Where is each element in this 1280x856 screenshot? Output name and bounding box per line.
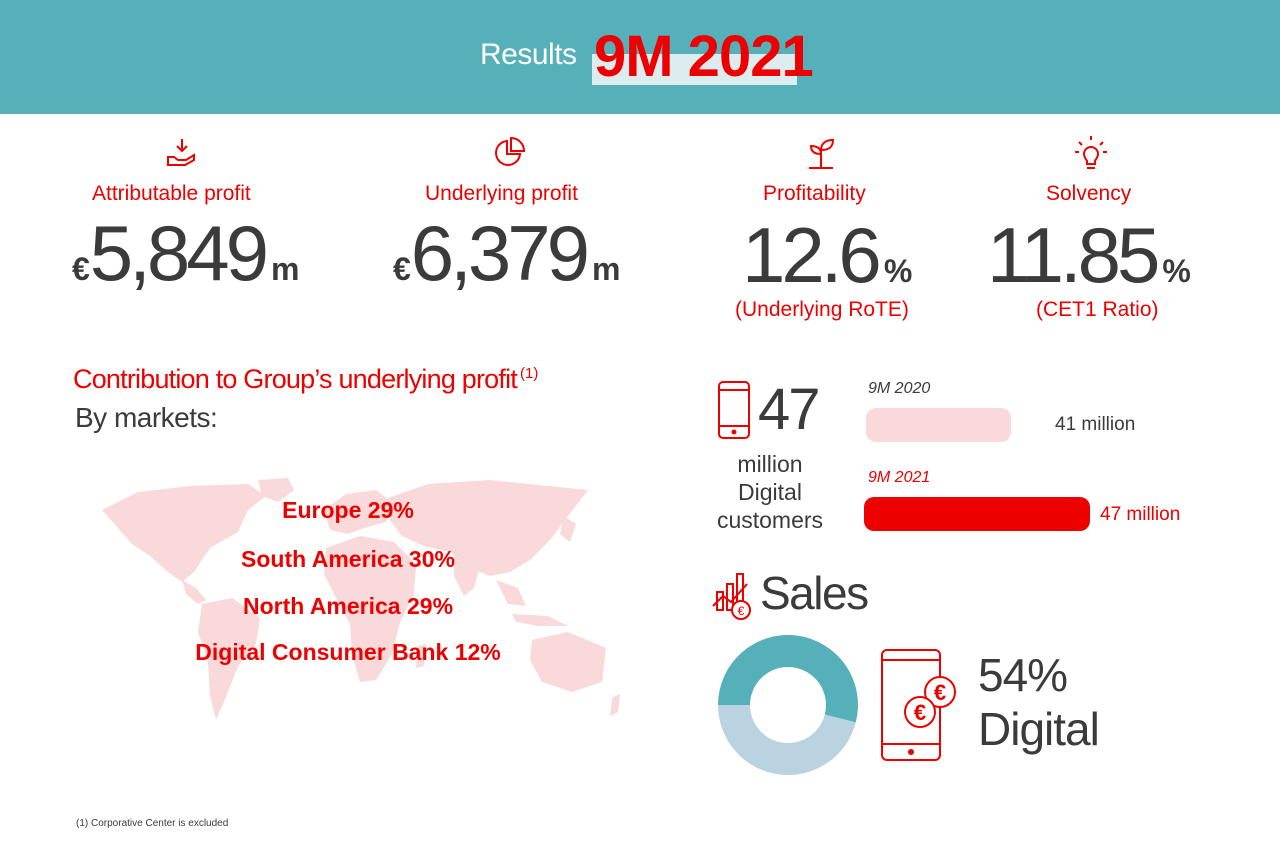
sprout-icon	[809, 138, 835, 169]
kpi-unit: m	[592, 251, 621, 287]
bar-9m-2021	[864, 497, 1090, 531]
market-south-america: South America 30%	[241, 546, 455, 572]
kpi-number: 12.6	[742, 211, 882, 299]
svg-text:€: €	[738, 604, 745, 618]
digital-customers-label-3: customers	[716, 507, 824, 533]
kpi-title: Attributable profit	[92, 182, 251, 205]
lightbulb-icon	[1075, 136, 1107, 169]
kpi-subtitle: (Underlying RoTE)	[735, 298, 909, 321]
kpi-unit: %	[883, 253, 913, 289]
mobile-payment-icon: € €	[881, 649, 956, 761]
banner-results-label: Results	[480, 38, 577, 71]
digital-customers-label-2: Digital	[738, 479, 802, 505]
kpi-unit: m	[271, 251, 300, 287]
donut-segment-other	[718, 705, 856, 775]
currency-symbol: €	[72, 251, 90, 287]
currency-symbol: €	[393, 251, 411, 287]
bar-value-label: 47 million	[1100, 504, 1181, 525]
sales-title: Sales	[760, 567, 869, 619]
banner-period-highlight	[592, 54, 797, 85]
world-map-image	[102, 478, 620, 720]
contribution-title-text: Contribution to Group’s underlying profi…	[73, 364, 518, 394]
kpi-value: 12.6%	[742, 210, 912, 301]
footnote-ref: (1)	[519, 365, 539, 382]
kpi-value: 11.85%	[987, 210, 1191, 301]
kpi-number: 5,849	[89, 209, 269, 297]
smartphone-icon	[718, 381, 750, 439]
digital-customers-value: 47	[758, 377, 820, 442]
svg-text:€: €	[934, 680, 946, 705]
banner-period: 9M 2021	[594, 24, 814, 89]
kpi-value: €6,379 m	[393, 208, 620, 299]
sales-chart-icon: €	[712, 573, 751, 620]
bar-value-label: 41 million	[1055, 414, 1136, 435]
digital-sales-percent: 54%	[978, 649, 1068, 701]
kpi-subtitle: (CET1 Ratio)	[1036, 298, 1159, 321]
market-digital-consumer-bank: Digital Consumer Bank 12%	[195, 639, 501, 665]
svg-text:€: €	[914, 700, 926, 725]
footnote: (1) Corporative Center is excluded	[76, 818, 229, 829]
bar-9m-2020	[866, 408, 1012, 442]
contribution-subtitle: By markets:	[75, 402, 218, 433]
bar-period-label: 9M 2020	[868, 380, 931, 397]
bar-period-label: 9M 2021	[868, 469, 931, 486]
donut-segment-digital	[718, 635, 858, 723]
digital-customers-label-1: million	[737, 451, 803, 477]
market-north-america: North America 29%	[242, 593, 454, 619]
contribution-title: Contribution to Group’s underlying profi…	[73, 364, 538, 395]
kpi-value: €5,849 m	[72, 208, 299, 299]
kpi-number: 11.85	[987, 211, 1160, 299]
kpi-title: Solvency	[1046, 182, 1132, 205]
kpi-title: Underlying profit	[425, 182, 578, 205]
sales-donut-chart	[718, 635, 858, 775]
hand-coin-icon	[167, 139, 195, 166]
digital-sales-share: 54% Digital	[978, 649, 1100, 755]
digital-sales-label: Digital	[978, 703, 1100, 755]
pie-chart-icon	[495, 136, 526, 166]
market-europe: Europe 29%	[282, 497, 414, 523]
kpi-unit: %	[1162, 253, 1191, 289]
kpi-title: Profitability	[763, 182, 866, 205]
kpi-number: 6,379	[410, 209, 590, 297]
